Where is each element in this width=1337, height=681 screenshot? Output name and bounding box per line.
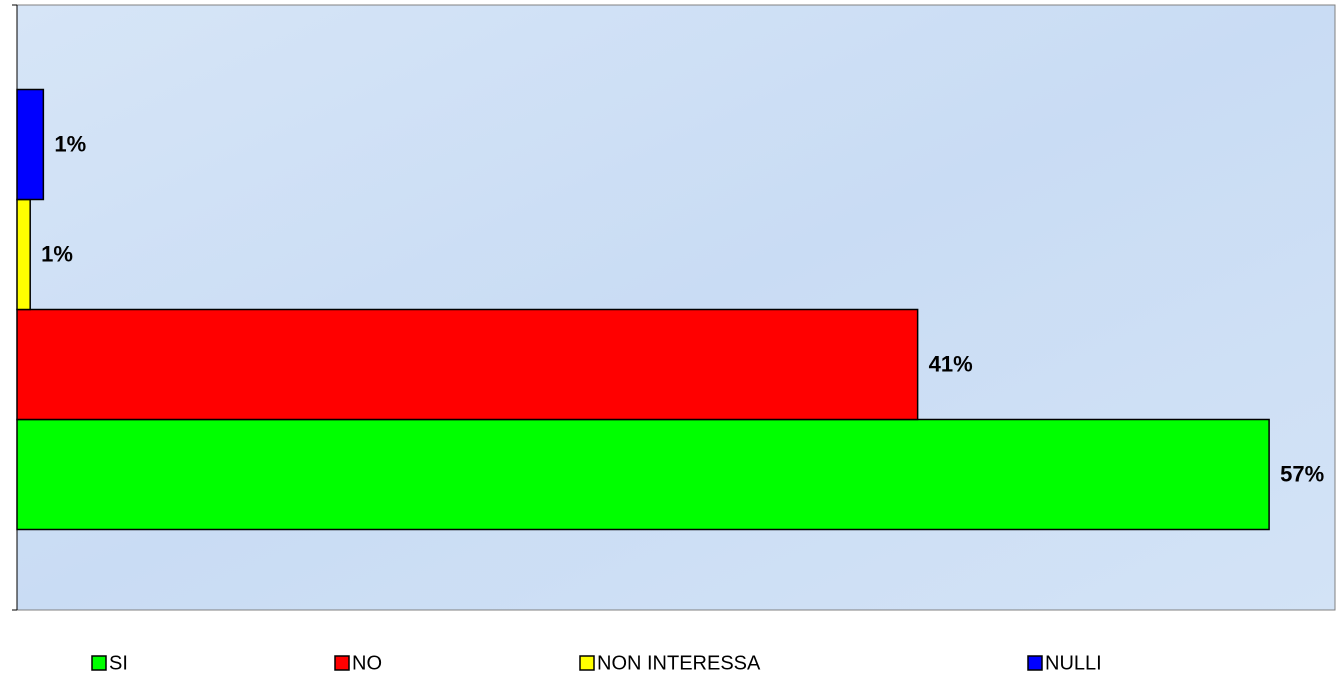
- data-label: 1%: [54, 131, 86, 156]
- data-label: 57%: [1280, 461, 1324, 486]
- legend-label: NO: [352, 652, 382, 674]
- legend-label: NON INTERESSA: [597, 652, 761, 674]
- legend-swatch: [1027, 655, 1043, 671]
- data-label: 1%: [41, 241, 73, 266]
- data-label: 41%: [929, 351, 973, 376]
- bar: [16, 308, 919, 421]
- legend-swatch: [579, 655, 595, 671]
- bar: [16, 198, 31, 311]
- legend-label: NULLI: [1045, 652, 1102, 674]
- bar: [16, 88, 45, 201]
- legend-swatch: [91, 655, 107, 671]
- legend-label: SI: [109, 652, 128, 674]
- bar: [16, 418, 1270, 531]
- legend-swatch: [334, 655, 350, 671]
